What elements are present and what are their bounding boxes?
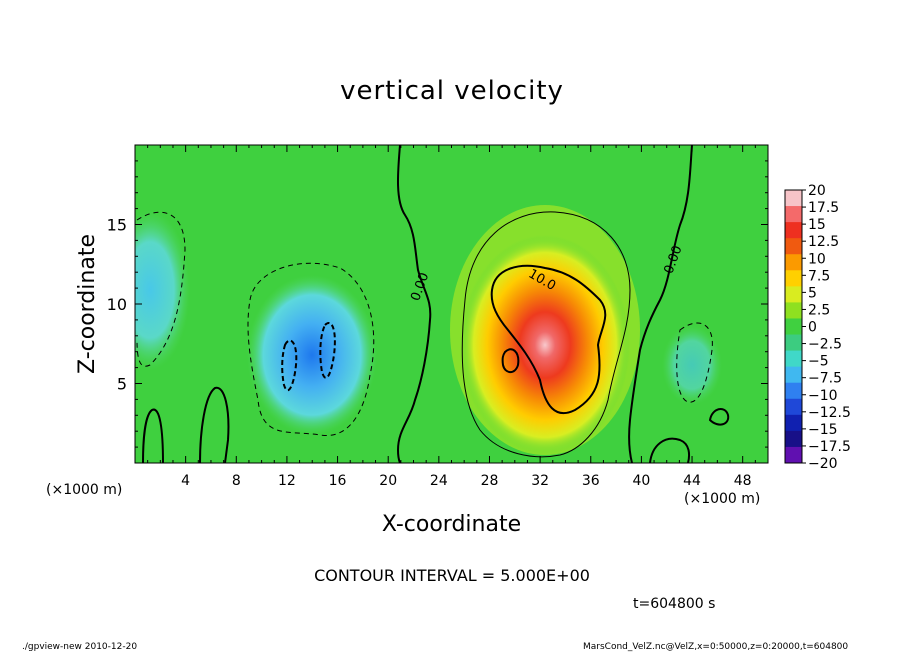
colorbar-swatch <box>785 206 802 223</box>
colorbar-swatch <box>785 254 802 271</box>
colorbar-swatch <box>785 446 802 464</box>
colorbar-label: −20 <box>808 456 838 472</box>
contour-interval: CONTOUR INTERVAL = 5.000E+00 <box>314 566 590 585</box>
downdraft-right <box>662 325 722 405</box>
colorbar-label: −2.5 <box>808 337 842 353</box>
downdraft-left <box>247 275 377 435</box>
y-axis: 5 10 15 <box>107 160 768 448</box>
time-label: t=604800 s <box>633 596 716 612</box>
contour-pos10 <box>490 264 607 415</box>
contour-zero-bl2 <box>199 386 230 463</box>
contour-zero-brb <box>649 437 690 463</box>
footer-right: MarsCond_VelZ.nc@VelZ,x=0:50000,z=0:2000… <box>583 642 849 652</box>
colorbar-swatch <box>785 222 802 239</box>
contour-zero-br <box>708 408 730 426</box>
x-tick-label: 20 <box>379 473 397 489</box>
x-tick-label: 8 <box>232 473 241 489</box>
colorbar-swatch <box>785 190 802 207</box>
contour-zero-bl1 <box>142 408 164 463</box>
contour-neg-left <box>247 262 375 436</box>
x-tick-label: 28 <box>481 473 499 489</box>
x-tick-label: 16 <box>329 473 347 489</box>
x-tick-label: 48 <box>734 473 752 489</box>
colorbar-swatch <box>785 318 802 336</box>
colorbar-label: 0 <box>808 320 817 336</box>
colorbar-label: −12.5 <box>808 405 851 421</box>
x-axis: 4 8 12 16 20 24 28 32 36 40 44 48 <box>147 145 756 489</box>
contour-neg-right <box>676 322 713 403</box>
colorbar-swatch <box>785 334 802 352</box>
colorbar-swatch <box>785 398 802 416</box>
x-tick-label: 24 <box>430 473 448 489</box>
colorbar-label: 5 <box>808 285 817 301</box>
y-unit-label: (×1000 m) <box>46 482 123 498</box>
x-unit-label: (×1000 m) <box>684 491 761 507</box>
field-background <box>135 145 768 463</box>
x-tick-label: 36 <box>582 473 600 489</box>
colorbar-label: −7.5 <box>808 371 842 387</box>
colorbar-swatch <box>785 238 802 255</box>
colorbar-label: 2.5 <box>808 302 830 318</box>
x-tick-label: 32 <box>531 473 549 489</box>
colorbar-label: −10 <box>808 388 838 404</box>
contour-pos5 <box>461 211 631 458</box>
contour-neg10-b <box>319 322 336 379</box>
y-tick-label: 5 <box>117 375 127 394</box>
colorbar-label: 17.5 <box>808 200 839 216</box>
colorbar-swatch <box>785 382 802 400</box>
y-axis-title: Z-coordinate <box>75 234 100 374</box>
colorbar-label: −17.5 <box>808 439 851 455</box>
colorbar-swatch <box>785 430 802 448</box>
contour-neg10-a <box>281 339 298 392</box>
x-tick-label: 12 <box>278 473 296 489</box>
y-tick-label: 15 <box>107 216 127 235</box>
downdraft-edge <box>135 210 190 370</box>
colorbar-label: −5 <box>808 354 829 370</box>
colorbar-swatch <box>785 366 802 384</box>
colorbar-label: 20 <box>808 183 826 199</box>
colorbar-swatch <box>785 350 802 368</box>
footer-left: ./gpview-new 2010-12-20 <box>22 642 138 652</box>
colorbar-swatch <box>785 270 802 287</box>
colorbar-label: 10 <box>808 251 826 267</box>
x-tick-label: 40 <box>632 473 650 489</box>
x-tick-label: 44 <box>683 473 701 489</box>
colorbar-label: −15 <box>808 422 838 438</box>
y-tick-label: 10 <box>107 295 127 314</box>
colorbar-label: 12.5 <box>808 234 839 250</box>
colorbar-label: 7.5 <box>808 268 830 284</box>
contour-zero-mid <box>396 145 432 463</box>
contour-pos10-small <box>501 348 520 374</box>
contour-zero-right <box>628 145 693 463</box>
colorbar-swatch <box>785 302 802 319</box>
colorbar-swatch <box>785 414 802 432</box>
contour-neg-edge <box>136 211 186 367</box>
colorbar-label: 15 <box>808 217 826 233</box>
colorbar-swatch <box>785 286 802 303</box>
chart-title: vertical velocity <box>340 76 564 106</box>
x-axis-title: X-coordinate <box>381 512 522 537</box>
x-tick-label: 4 <box>181 473 190 489</box>
